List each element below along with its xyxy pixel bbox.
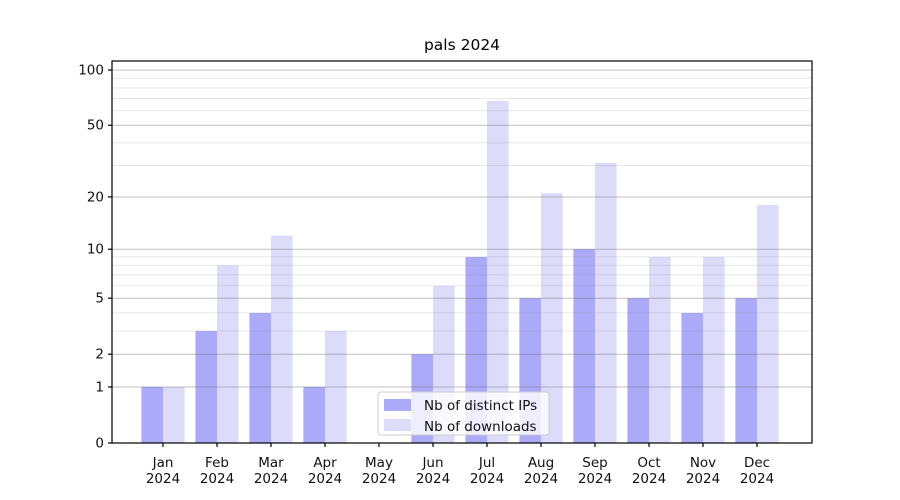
x-tick-label-year-aug: 2024 [524,471,558,487]
y-tick-label-10: 10 [87,242,104,258]
bar-downloads-nov [703,256,725,443]
bar-distinct-ips-jan [141,386,163,443]
x-tick-label-month-oct: Oct [637,455,660,471]
y-tick-label-2: 2 [95,347,104,363]
bar-downloads-aug [541,193,563,443]
bar-distinct-ips-nov [681,312,703,443]
x-tick-label-year-sep: 2024 [578,471,612,487]
x-tick-label-year-mar: 2024 [254,471,288,487]
legend-swatch-0 [384,399,411,411]
x-tick-label-month-aug: Aug [528,455,554,471]
bar-distinct-ips-feb [195,330,217,443]
x-tick-label-year-jun: 2024 [416,471,450,487]
legend-label-0: Nb of distinct IPs [424,398,537,414]
x-tick-label-month-sep: Sep [582,455,607,471]
x-tick-label-month-feb: Feb [205,455,229,471]
bar-distinct-ips-dec [735,298,757,443]
x-tick-label-year-apr: 2024 [308,471,342,487]
chart-title: pals 2024 [423,36,501,54]
bar-downloads-dec [757,205,779,443]
bar-downloads-jul [487,100,509,444]
x-tick-label-year-oct: 2024 [632,471,666,487]
x-tick-label-month-jun: Jun [421,455,443,471]
axes-frame [111,60,813,444]
x-tick-label-year-may: 2024 [362,471,396,487]
y-tick-label-100: 100 [78,63,104,79]
bar-downloads-mar [271,235,293,443]
bar-distinct-ips-mar [249,312,271,443]
bar-downloads-apr [325,330,347,443]
x-tick-label-month-dec: Dec [744,455,770,471]
x-tick-label-month-mar: Mar [258,455,284,471]
x-tick-label-month-nov: Nov [690,455,716,471]
y-tick-label-0: 0 [95,436,104,452]
legend-swatch-1 [384,419,411,431]
legend-label-1: Nb of downloads [424,419,537,435]
x-tick-label-year-nov: 2024 [686,471,720,487]
y-tick-label-50: 50 [87,118,104,134]
x-tick-label-year-dec: 2024 [740,471,774,487]
legend-box [377,391,550,436]
bar-downloads-feb [217,265,239,443]
x-tick-label-year-jul: 2024 [470,471,504,487]
y-tick-label-20: 20 [87,189,104,205]
bar-distinct-ips-apr [303,386,325,443]
bar-downloads-jan [163,386,185,443]
x-tick-label-month-jul: Jul [478,455,495,471]
x-tick-label-month-apr: Apr [313,455,337,471]
bar-downloads-oct [649,256,671,443]
x-tick-label-month-may: May [365,455,393,471]
x-tick-label-month-jan: Jan [152,455,174,471]
x-tick-label-year-feb: 2024 [200,471,234,487]
bar-distinct-ips-oct [627,298,649,443]
bar-distinct-ips-sep [573,249,595,443]
y-tick-label-1: 1 [95,379,104,395]
x-tick-label-year-jan: 2024 [146,471,180,487]
y-tick-label-5: 5 [95,291,104,307]
bar-downloads-sep [595,162,617,443]
